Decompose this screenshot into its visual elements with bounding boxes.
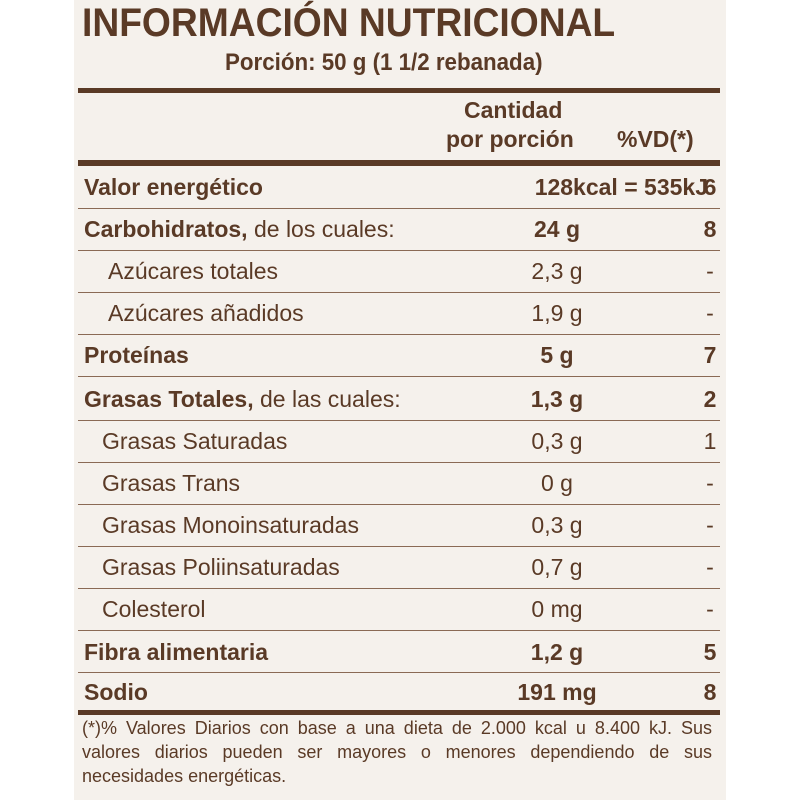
nutrient-vd: 2 xyxy=(703,386,717,412)
nutrient-row-proteinas: Proteínas 5 g 7 xyxy=(78,334,720,376)
nutrient-amount: 0,3 g xyxy=(531,428,583,454)
nutrient-name: Valor energético xyxy=(84,174,263,200)
row-divider xyxy=(78,208,720,209)
nutrient-name: Grasas Poliinsaturadas xyxy=(102,554,340,580)
nutrient-row-fibra-alimentaria: Fibra alimentaria 1,2 g 5 xyxy=(78,631,720,673)
nutrient-name: Grasas Monoinsaturadas xyxy=(102,512,359,538)
row-divider xyxy=(78,462,720,463)
nutrient-amount: 0 g xyxy=(541,470,573,496)
nutrient-vd: 8 xyxy=(703,216,717,242)
panel-title: INFORMACIÓN NUTRICIONAL xyxy=(82,1,616,45)
nutrient-row-carbohidratos: Carbohidratos, de los cuales: 24 g 8 xyxy=(78,208,720,250)
nutrient-vd: - xyxy=(706,512,714,538)
row-divider xyxy=(78,504,720,505)
row-divider xyxy=(78,630,720,631)
nutrient-vd: - xyxy=(706,258,714,284)
nutrient-vd: - xyxy=(706,300,714,326)
nutrient-row-azucares-totales: Azúcares totales 2,3 g - xyxy=(78,250,720,292)
row-divider xyxy=(78,546,720,547)
serving-size: Porción: 50 g (1 1/2 rebanada) xyxy=(225,49,543,76)
nutrient-name: Carbohidratos, de los cuales: xyxy=(84,216,395,242)
nutrient-name: Proteínas xyxy=(84,342,189,368)
nutrient-amount: 128kcal = 535kJ xyxy=(534,174,708,200)
nutrient-amount: 0 mg xyxy=(531,596,583,622)
nutrient-name: Grasas Trans xyxy=(102,470,241,496)
nutrient-row-valor-energetico: Valor energético 128kcal = 535kJ 6 xyxy=(78,166,720,208)
nutrient-amount: 1,9 g xyxy=(531,300,583,326)
nutrient-row-grasas-totales: Grasas Totales, de las cuales: 1,3 g 2 xyxy=(78,378,720,420)
nutrient-amount: 2,3 g xyxy=(531,258,583,284)
nutrient-name: Fibra alimentaria xyxy=(84,639,269,665)
row-divider xyxy=(78,334,720,335)
nutrient-amount: 1,2 g xyxy=(530,639,584,665)
nutrient-vd: 1 xyxy=(703,428,717,454)
nutrient-vd: - xyxy=(706,596,714,622)
vd-header: %VD(*) xyxy=(617,126,694,152)
nutrient-row-grasas-saturadas: Grasas Saturadas 0,3 g 1 xyxy=(78,420,720,462)
top-rule xyxy=(78,88,720,93)
nutrient-name: Grasas Totales, de las cuales: xyxy=(84,386,401,412)
nutrient-vd: 7 xyxy=(703,342,717,368)
nutrient-row-grasas-poliinsaturadas: Grasas Poliinsaturadas 0,7 g - xyxy=(78,546,720,588)
row-divider xyxy=(78,250,720,251)
row-divider xyxy=(78,672,720,673)
bottom-rule xyxy=(78,710,720,715)
nutrient-amount: 0,3 g xyxy=(531,512,583,538)
nutrition-panel xyxy=(74,0,726,800)
row-divider xyxy=(78,588,720,589)
header-rule xyxy=(78,160,720,166)
nutrient-name: Grasas Saturadas xyxy=(102,428,288,454)
nutrient-vd: - xyxy=(706,470,714,496)
daily-value-footnote: (*)% Valores Diarios con base a una diet… xyxy=(82,718,712,786)
row-divider xyxy=(78,420,720,421)
row-divider xyxy=(78,292,720,293)
amount-header-line1: Cantidad xyxy=(464,97,563,123)
nutrient-amount: 191 mg xyxy=(517,679,597,705)
amount-header-line2: por porción xyxy=(446,126,574,152)
nutrient-name: Azúcares totales xyxy=(108,258,279,284)
nutrient-vd: - xyxy=(706,554,714,580)
nutrient-amount: 5 g xyxy=(540,342,574,368)
nutrient-row-azucares-anadidos: Azúcares añadidos 1,9 g - xyxy=(78,292,720,334)
row-divider xyxy=(78,376,720,377)
nutrient-amount: 0,7 g xyxy=(531,554,583,580)
nutrient-amount: 24 g xyxy=(533,216,581,242)
nutrient-row-grasas-monoinsaturadas: Grasas Monoinsaturadas 0,3 g - xyxy=(78,504,720,546)
nutrient-row-colesterol: Colesterol 0 mg - xyxy=(78,588,720,630)
nutrient-row-sodio: Sodio 191 mg 8 xyxy=(78,671,720,713)
nutrient-amount: 1,3 g xyxy=(530,386,584,412)
nutrient-name: Sodio xyxy=(84,679,148,705)
nutrient-name: Azúcares añadidos xyxy=(108,300,304,326)
nutrient-vd: 6 xyxy=(703,174,717,200)
nutrient-name: Colesterol xyxy=(102,596,206,622)
nutrient-row-grasas-trans: Grasas Trans 0 g - xyxy=(78,462,720,504)
nutrient-vd: 8 xyxy=(703,679,717,705)
nutrient-vd: 5 xyxy=(703,639,717,665)
